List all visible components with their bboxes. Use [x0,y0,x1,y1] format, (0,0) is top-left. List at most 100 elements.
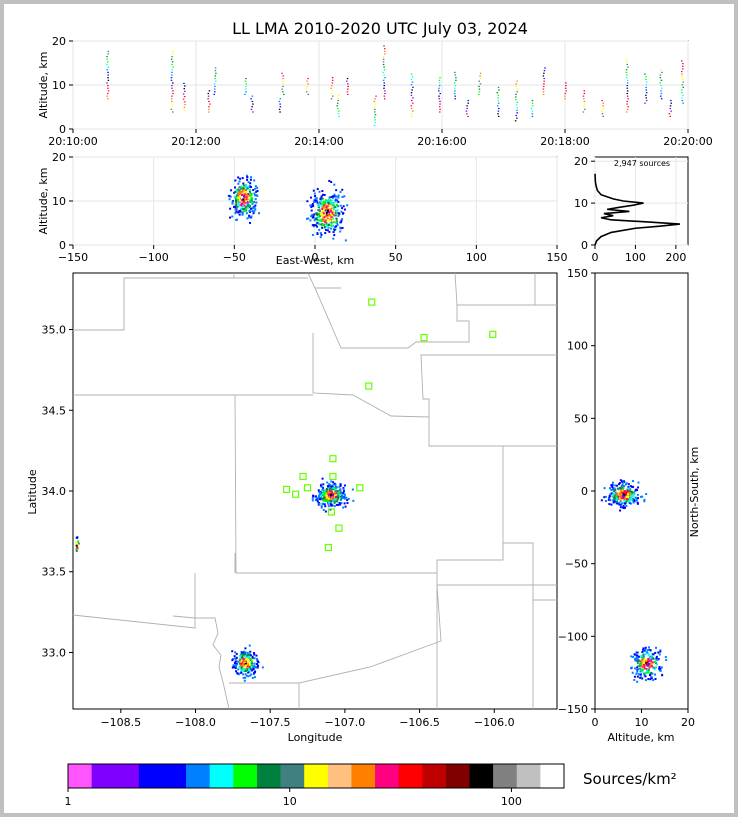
source-point [306,85,309,88]
source-point [583,106,585,108]
source-point [171,63,173,66]
source-point [543,83,545,85]
source-point [252,103,254,105]
source-point [438,79,441,81]
source-point [327,214,330,217]
ew-tick-label-150: 150 [547,251,568,264]
source-point [107,66,109,68]
colorbar-swatch [138,764,163,788]
source-point [665,659,668,662]
source-point [307,77,309,80]
source-point [256,666,259,669]
source-point [542,75,545,77]
source-point [639,495,642,498]
source-point [76,546,79,549]
figure-frame: LL LMA 2010-2020 UTC July 03, 2024 20:10… [4,4,734,813]
source-point [313,219,316,222]
source-point [247,663,250,666]
colorbar-ticks: 1 10 100 [65,788,522,808]
source-point [613,500,616,503]
source-point [621,491,624,494]
source-point [243,204,246,207]
source-point [250,201,253,204]
source-point [328,483,331,486]
source-point [602,115,604,117]
source-point [306,217,309,220]
source-point [626,489,629,492]
source-point [647,661,650,664]
source-point [382,58,385,60]
time-tick-label-3: 20:16:00 [417,135,466,148]
source-point [326,485,329,488]
source-point [632,495,635,498]
source-point [330,196,333,199]
source-point [242,186,245,189]
source-point [252,212,255,215]
source-point [623,500,626,503]
colorbar-swatch [516,764,541,788]
source-point [335,498,338,501]
source-point [497,94,499,96]
source-point [316,232,319,235]
source-point [516,117,518,119]
source-point [332,487,335,490]
source-point [341,188,344,191]
source-point [516,109,518,111]
source-point [334,487,337,490]
source-point [253,673,256,676]
altitude-profile-line [594,173,680,246]
source-point [325,199,328,202]
source-point [351,488,354,491]
source-point [644,664,647,667]
colorbar-swatch [304,764,329,788]
source-point [636,651,639,654]
source-point [650,676,653,679]
source-point [330,213,333,216]
source-point [237,176,240,179]
source-point [327,201,330,204]
source-point [245,674,248,677]
source-point [660,95,662,97]
source-point [250,660,253,663]
source-point [564,92,567,95]
source-point [184,101,186,103]
source-point [245,184,248,187]
source-point [648,660,651,663]
source-point [282,77,284,80]
source-point [477,93,480,95]
source-point [311,204,314,207]
source-point [236,194,239,197]
source-point [244,673,247,676]
source-point [327,491,330,494]
source-point [244,647,247,650]
source-point [240,187,243,190]
source-point [343,195,346,198]
source-point [341,226,344,229]
source-point [323,503,326,506]
source-point [337,214,340,217]
source-point [319,232,322,235]
ns-tick-label-4: 50 [574,412,588,425]
source-point [241,177,244,180]
source-point [645,660,648,663]
source-point [650,671,653,674]
source-point [543,72,545,74]
source-point [497,86,500,88]
source-point [235,210,238,213]
source-point [334,496,337,499]
source-point [251,662,254,665]
source-point [682,94,684,96]
source-point [247,185,250,188]
source-point [282,91,284,93]
source-point [622,490,625,493]
source-point [478,91,481,93]
source-point [636,501,639,504]
source-point [324,490,327,493]
source-point [247,659,250,662]
source-point [614,496,617,499]
source-point [326,229,329,232]
source-point [316,225,319,228]
source-point [331,202,334,205]
source-point [620,502,623,505]
source-point [658,653,661,656]
